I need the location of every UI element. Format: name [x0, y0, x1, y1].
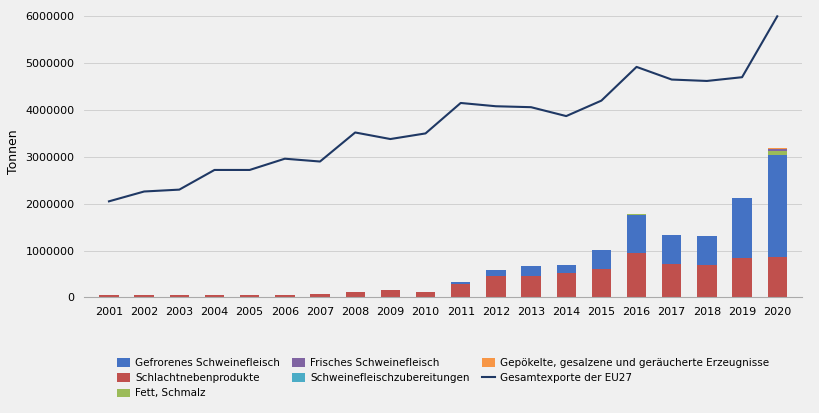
Bar	[626, 214, 645, 216]
Y-axis label: Tonnen: Tonnen	[7, 130, 20, 174]
Bar	[380, 290, 400, 297]
Bar	[731, 198, 751, 258]
Bar	[767, 155, 786, 256]
Bar	[486, 270, 505, 276]
Bar	[450, 282, 470, 284]
Bar	[556, 265, 575, 273]
Bar	[521, 266, 540, 276]
Bar	[591, 269, 610, 297]
Bar	[767, 149, 786, 151]
Bar	[170, 295, 188, 297]
Bar	[591, 249, 610, 269]
Bar	[521, 276, 540, 297]
Bar	[99, 295, 119, 297]
Bar	[556, 273, 575, 297]
Bar	[310, 294, 329, 297]
Bar	[767, 151, 786, 155]
Bar	[134, 295, 154, 297]
Bar	[696, 237, 716, 265]
Bar	[767, 256, 786, 297]
Legend: Gefrorenes Schweinefleisch, Schlachtnebenprodukte, Fett, Schmalz, Frisches Schwe: Gefrorenes Schweinefleisch, Schlachtnebe…	[114, 355, 771, 401]
Bar	[626, 253, 645, 297]
Bar	[626, 216, 645, 253]
Bar	[205, 295, 224, 297]
Bar	[731, 258, 751, 297]
Bar	[415, 292, 435, 297]
Bar	[275, 295, 294, 297]
Bar	[661, 235, 681, 264]
Bar	[345, 292, 364, 297]
Bar	[661, 264, 681, 297]
Bar	[486, 276, 505, 297]
Bar	[450, 284, 470, 297]
Bar	[696, 265, 716, 297]
Bar	[240, 294, 259, 297]
